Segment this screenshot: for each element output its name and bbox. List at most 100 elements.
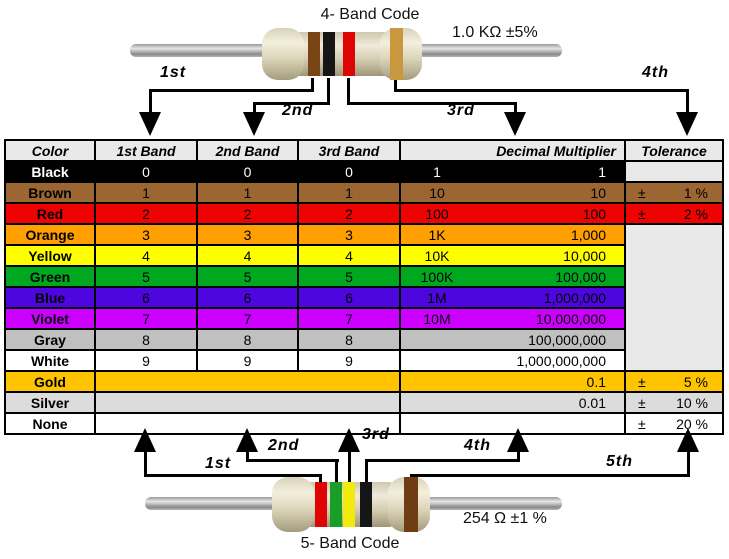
multiplier-cell: 1,000,000,000 — [399, 349, 626, 372]
top-resistor-left-cap — [262, 28, 304, 80]
tolerance-value: 5 % — [683, 373, 708, 390]
band-brown-icon — [404, 477, 418, 532]
table-header-row: Color 1st Band 2nd Band 3rd Band Decimal… — [4, 139, 724, 162]
multiplier-full: 1 — [598, 163, 606, 180]
band-green-icon — [330, 482, 342, 527]
multiplier-short: 100K — [420, 268, 454, 285]
table-row-brown: Brown 1 1 1 10 10 ±1 % — [4, 181, 724, 204]
multiplier-full: 10 — [590, 184, 606, 201]
band2-digit-cell: 9 — [196, 349, 299, 372]
multiplier-cell: 100,000,000 — [399, 328, 626, 351]
multiplier-full: 1,000 — [570, 226, 606, 243]
top-arrow-label-3rd: 3rd — [447, 102, 475, 119]
band2-digit-cell: 8 — [196, 328, 299, 351]
header-2nd-band: 2nd Band — [196, 139, 299, 162]
table-row-green: Green 5 5 5 100K 100,000 — [4, 265, 723, 288]
table-row-silver: Silver 0.01 ±10 % — [4, 391, 724, 414]
bands-merged-cell — [94, 412, 401, 435]
plus-minus-sign: ± — [638, 415, 646, 432]
multiplier-short: 1M — [427, 289, 447, 306]
table-row-none: None ±20 % — [4, 412, 724, 435]
color-name-cell: Violet — [4, 307, 96, 330]
multiplier-short: 10 — [429, 184, 445, 201]
multiplier-cell: 0.1 — [399, 370, 626, 393]
multiplier-cell — [399, 412, 626, 435]
top-resistor-value: 1.0 KΩ ±5% — [452, 24, 538, 41]
band3-digit-cell: 1 — [297, 181, 401, 204]
band3-digit-cell: 0 — [297, 160, 401, 183]
band2-digit-cell: 6 — [196, 286, 299, 309]
multiplier-short: 1 — [433, 163, 441, 180]
band3-digit-cell: 5 — [297, 265, 401, 288]
top-arrow-label-4th: 4th — [642, 64, 669, 81]
table-row-violet: Violet 7 7 7 10M 10,000,000 — [4, 307, 723, 330]
multiplier-full: 100,000 — [555, 268, 606, 285]
multiplier-short: 10K — [424, 247, 450, 264]
band3-digit-cell: 8 — [297, 328, 401, 351]
band1-digit-cell: 7 — [94, 307, 198, 330]
color-table-body: Black 0 0 0 1 1 Brown 1 1 1 10 10 ±1 % Red 2 2 2 100 100 ±2… — [4, 160, 724, 435]
band3-digit-cell: 4 — [297, 244, 401, 267]
tolerance-cell: ±5 % — [624, 370, 724, 393]
band-black-icon — [323, 32, 335, 76]
band1-digit-cell: 3 — [94, 223, 198, 246]
multiplier-cell: 100K 100,000 — [399, 265, 626, 288]
table-row-red: Red 2 2 2 100 100 ±2 % — [4, 202, 724, 225]
plus-minus-sign: ± — [638, 184, 646, 201]
header-3rd-band: 3rd Band — [297, 139, 401, 162]
color-name-cell: Gold — [4, 370, 96, 393]
band2-digit-cell: 4 — [196, 244, 299, 267]
band-gold-icon — [390, 28, 403, 80]
band-black-icon — [360, 482, 372, 527]
multiplier-full: 0.01 — [578, 394, 606, 411]
band2-digit-cell: 2 — [196, 202, 299, 225]
band-red-icon — [315, 482, 327, 527]
bottom-arrow-label-5th: 5th — [606, 453, 633, 470]
header-decimal-multiplier: Decimal Multiplier — [399, 139, 626, 162]
band3-digit-cell: 9 — [297, 349, 401, 372]
table-row-gold: Gold 0.1 ±5 % — [4, 370, 724, 393]
band3-digit-cell: 2 — [297, 202, 401, 225]
band1-digit-cell: 8 — [94, 328, 198, 351]
band-brown-icon — [308, 32, 320, 76]
color-name-cell: None — [4, 412, 96, 435]
multiplier-full: 1,000,000,000 — [516, 352, 606, 369]
multiplier-full: 1,000,000 — [543, 289, 606, 306]
tolerance-value: 1 % — [683, 184, 708, 201]
tolerance-value: 20 % — [676, 415, 708, 432]
bottom-arrow-label-2nd: 2nd — [268, 437, 300, 454]
band2-digit-cell: 3 — [196, 223, 299, 246]
header-tolerance: Tolerance — [624, 139, 724, 162]
bottom-resistor-left-cap — [272, 477, 314, 532]
multiplier-cell: 0.01 — [399, 391, 626, 414]
tolerance-cell: ±20 % — [624, 412, 724, 435]
tolerance-cell: ±2 % — [624, 202, 724, 225]
table-row-black: Black 0 0 0 1 1 — [4, 160, 724, 183]
header-1st-band: 1st Band — [94, 139, 198, 162]
band2-digit-cell: 0 — [196, 160, 299, 183]
band3-digit-cell: 7 — [297, 307, 401, 330]
band1-digit-cell: 9 — [94, 349, 198, 372]
band3-digit-cell: 3 — [297, 223, 401, 246]
multiplier-full: 10,000,000 — [535, 310, 606, 327]
tolerance-empty-block — [624, 223, 724, 372]
tolerance-cell — [624, 160, 724, 183]
top-arrow-label-2nd: 2nd — [282, 102, 314, 119]
multiplier-short: 1K — [428, 226, 446, 243]
multiplier-full: 100 — [582, 205, 606, 222]
five-band-title: 5- Band Code — [300, 535, 400, 552]
table-row-yellow: Yellow 4 4 4 10K 10,000 — [4, 244, 723, 267]
multiplier-short: 10M — [423, 310, 451, 327]
table-row-orange: Orange 3 3 3 1K 1,000 — [4, 223, 724, 372]
color-name-cell: Orange — [4, 223, 96, 246]
band2-digit-cell: 5 — [196, 265, 299, 288]
color-name-cell: Black — [4, 160, 96, 183]
bottom-arrow-label-4th: 4th — [464, 437, 491, 454]
multiplier-cell: 10 10 — [399, 181, 626, 204]
bottom-arrow-label-1st: 1st — [205, 455, 232, 472]
color-name-cell: White — [4, 349, 96, 372]
band3-digit-cell: 6 — [297, 286, 401, 309]
four-band-title: 4- Band Code — [320, 6, 420, 23]
